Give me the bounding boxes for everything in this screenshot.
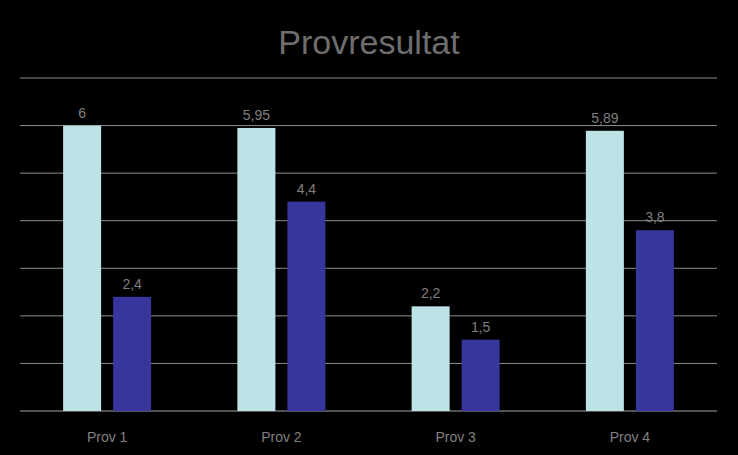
data-label: 2,4 [122,276,142,292]
data-label: 4,4 [297,181,317,197]
data-label: 1,5 [471,319,491,335]
bar [586,131,624,411]
bar [63,126,101,411]
bar [412,306,450,411]
chart-svg: Provresultat 6 5,95 2,2 5,89 2,4 4,4 1,5 3,8 Prov… [0,0,738,455]
data-label: 2,2 [421,285,441,301]
grid [20,78,717,411]
grid-line [20,78,717,79]
data-label: 3,8 [645,209,665,225]
chart-container: Provresultat 6 5,95 2,2 5,89 2,4 4,4 1,5 3,8 Prov… [0,0,738,455]
bar [462,340,500,411]
category-label: Prov 4 [610,429,651,445]
background [0,0,738,455]
data-labels: 6 5,95 2,2 5,89 2,4 4,4 1,5 3,8 [78,105,665,335]
bar [113,297,151,411]
category-label: Prov 3 [435,429,476,445]
bar [636,230,674,411]
bars [63,126,674,411]
data-label: 5,89 [591,110,618,126]
bar [237,128,275,411]
data-label: 5,95 [243,107,270,123]
category-label: Prov 2 [261,429,302,445]
title: Provresultat [278,23,460,61]
category-label: Prov 1 [87,429,128,445]
data-label: 6 [78,105,86,121]
bar [287,202,325,411]
